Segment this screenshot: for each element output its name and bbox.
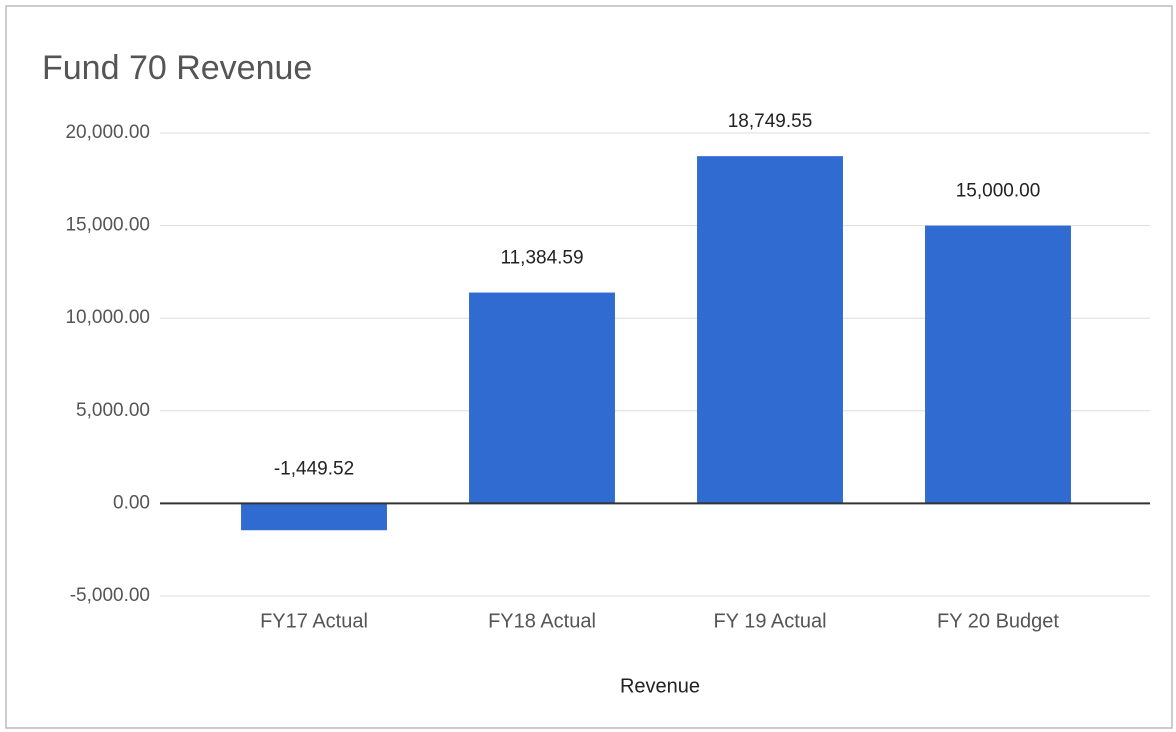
bar <box>925 225 1071 504</box>
x-tick-label: FY17 Actual <box>260 610 368 632</box>
y-tick-label: 10,000.00 <box>65 307 150 328</box>
bar <box>241 503 387 531</box>
x-axis-title: Revenue <box>620 675 700 697</box>
y-tick-label: 15,000.00 <box>65 215 150 236</box>
y-tick-label: 0.00 <box>113 492 150 513</box>
chart-title: Fund 70 Revenue <box>42 49 312 87</box>
data-label: 15,000.00 <box>956 181 1041 202</box>
data-label: 18,749.55 <box>728 111 813 132</box>
y-tick-label: 5,000.00 <box>76 400 150 421</box>
x-tick-label: FY 20 Budget <box>937 610 1059 632</box>
bar <box>697 156 843 504</box>
data-label: 11,384.59 <box>500 248 583 269</box>
bar <box>469 292 615 504</box>
x-tick-label: FY18 Actual <box>488 610 596 632</box>
x-tick-label: FY 19 Actual <box>713 610 826 632</box>
data-label: -1,449.52 <box>274 458 354 479</box>
y-tick-label: 20,000.00 <box>65 122 150 143</box>
y-tick-label: -5,000.00 <box>70 585 150 606</box>
